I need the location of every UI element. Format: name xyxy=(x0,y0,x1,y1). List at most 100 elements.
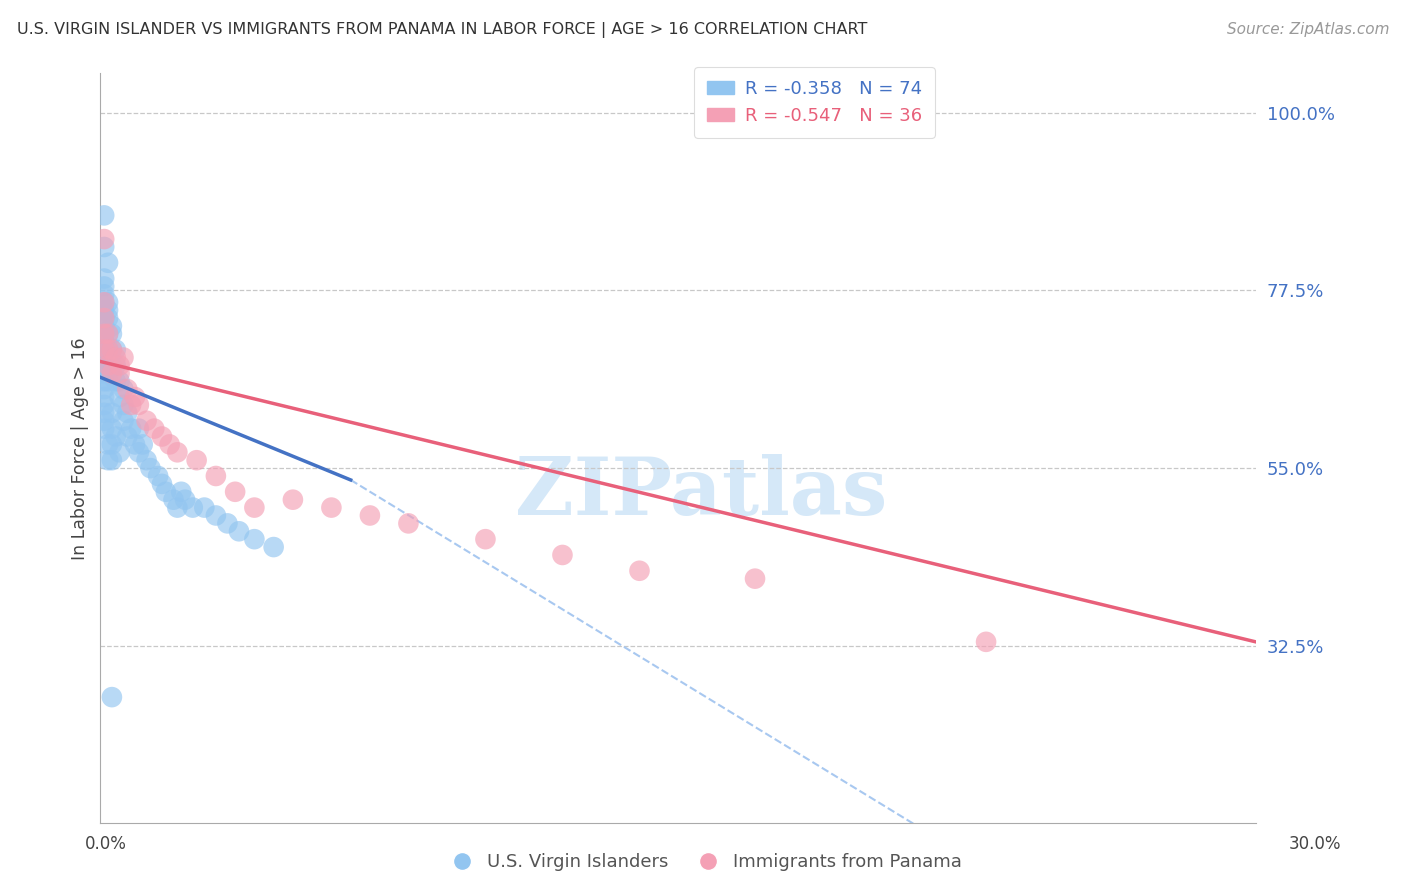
Point xyxy=(321,500,343,515)
Point xyxy=(101,367,124,381)
Text: Source: ZipAtlas.com: Source: ZipAtlas.com xyxy=(1226,22,1389,37)
Text: 0.0%: 0.0% xyxy=(84,835,127,853)
Point xyxy=(97,343,120,357)
Point xyxy=(263,540,285,554)
Point xyxy=(93,398,115,412)
Point xyxy=(93,311,115,326)
Point xyxy=(159,437,181,451)
Point xyxy=(101,406,124,420)
Point xyxy=(101,690,124,705)
Point xyxy=(117,406,139,420)
Point xyxy=(146,469,169,483)
Point xyxy=(281,492,304,507)
Point xyxy=(93,390,115,404)
Point xyxy=(97,343,120,357)
Text: ZIPatlas: ZIPatlas xyxy=(515,454,887,533)
Point xyxy=(93,382,115,396)
Point xyxy=(162,492,184,507)
Point xyxy=(97,453,120,467)
Point xyxy=(93,295,115,310)
Point xyxy=(124,390,146,404)
Point xyxy=(112,398,135,412)
Point xyxy=(108,390,131,404)
Point xyxy=(97,359,120,373)
Point xyxy=(974,635,997,649)
Point xyxy=(104,343,127,357)
Legend: R = -0.358   N = 74, R = -0.547   N = 36: R = -0.358 N = 74, R = -0.547 N = 36 xyxy=(695,67,935,137)
Point xyxy=(744,572,766,586)
Point xyxy=(93,271,115,285)
Point xyxy=(155,484,177,499)
Point xyxy=(396,516,419,531)
Point xyxy=(166,500,188,515)
Point xyxy=(97,374,120,388)
Point xyxy=(101,453,124,467)
Point xyxy=(101,343,124,357)
Point xyxy=(108,374,131,388)
Point xyxy=(101,326,124,341)
Point xyxy=(205,469,228,483)
Point xyxy=(117,429,139,443)
Point xyxy=(93,287,115,301)
Point xyxy=(101,318,124,333)
Point xyxy=(93,303,115,318)
Point xyxy=(205,508,228,523)
Point xyxy=(93,343,115,357)
Point xyxy=(166,445,188,459)
Point xyxy=(97,256,120,270)
Point xyxy=(474,532,496,546)
Point xyxy=(101,422,124,436)
Point xyxy=(97,326,120,341)
Point xyxy=(108,445,131,459)
Point xyxy=(186,453,208,467)
Point xyxy=(135,414,157,428)
Point xyxy=(217,516,239,531)
Point xyxy=(93,232,115,246)
Point xyxy=(135,453,157,467)
Point xyxy=(112,414,135,428)
Point xyxy=(143,422,166,436)
Point xyxy=(243,532,266,546)
Point xyxy=(128,398,150,412)
Point xyxy=(128,422,150,436)
Point xyxy=(93,279,115,293)
Point xyxy=(150,476,173,491)
Point xyxy=(93,351,115,365)
Point xyxy=(93,311,115,326)
Point xyxy=(224,484,246,499)
Point xyxy=(112,382,135,396)
Point xyxy=(93,406,115,420)
Point xyxy=(93,367,115,381)
Point xyxy=(193,500,215,515)
Point xyxy=(93,414,115,428)
Point xyxy=(551,548,574,562)
Point xyxy=(628,564,651,578)
Point xyxy=(101,359,124,373)
Point xyxy=(93,326,115,341)
Legend: U.S. Virgin Islanders, Immigrants from Panama: U.S. Virgin Islanders, Immigrants from P… xyxy=(436,847,970,879)
Point xyxy=(97,295,120,310)
Point xyxy=(170,484,193,499)
Point xyxy=(101,343,124,357)
Point xyxy=(150,429,173,443)
Point xyxy=(117,382,139,396)
Point xyxy=(101,437,124,451)
Point xyxy=(97,311,120,326)
Point xyxy=(93,359,115,373)
Point xyxy=(174,492,197,507)
Point xyxy=(181,500,204,515)
Y-axis label: In Labor Force | Age > 16: In Labor Force | Age > 16 xyxy=(72,337,89,559)
Point xyxy=(97,437,120,451)
Point xyxy=(93,295,115,310)
Point xyxy=(93,318,115,333)
Point xyxy=(243,500,266,515)
Point xyxy=(132,437,155,451)
Text: U.S. VIRGIN ISLANDER VS IMMIGRANTS FROM PANAMA IN LABOR FORCE | AGE > 16 CORRELA: U.S. VIRGIN ISLANDER VS IMMIGRANTS FROM … xyxy=(17,22,868,38)
Point xyxy=(93,208,115,222)
Point xyxy=(97,303,120,318)
Point xyxy=(93,334,115,349)
Point xyxy=(359,508,381,523)
Point xyxy=(104,429,127,443)
Point xyxy=(108,367,131,381)
Text: 30.0%: 30.0% xyxy=(1288,835,1341,853)
